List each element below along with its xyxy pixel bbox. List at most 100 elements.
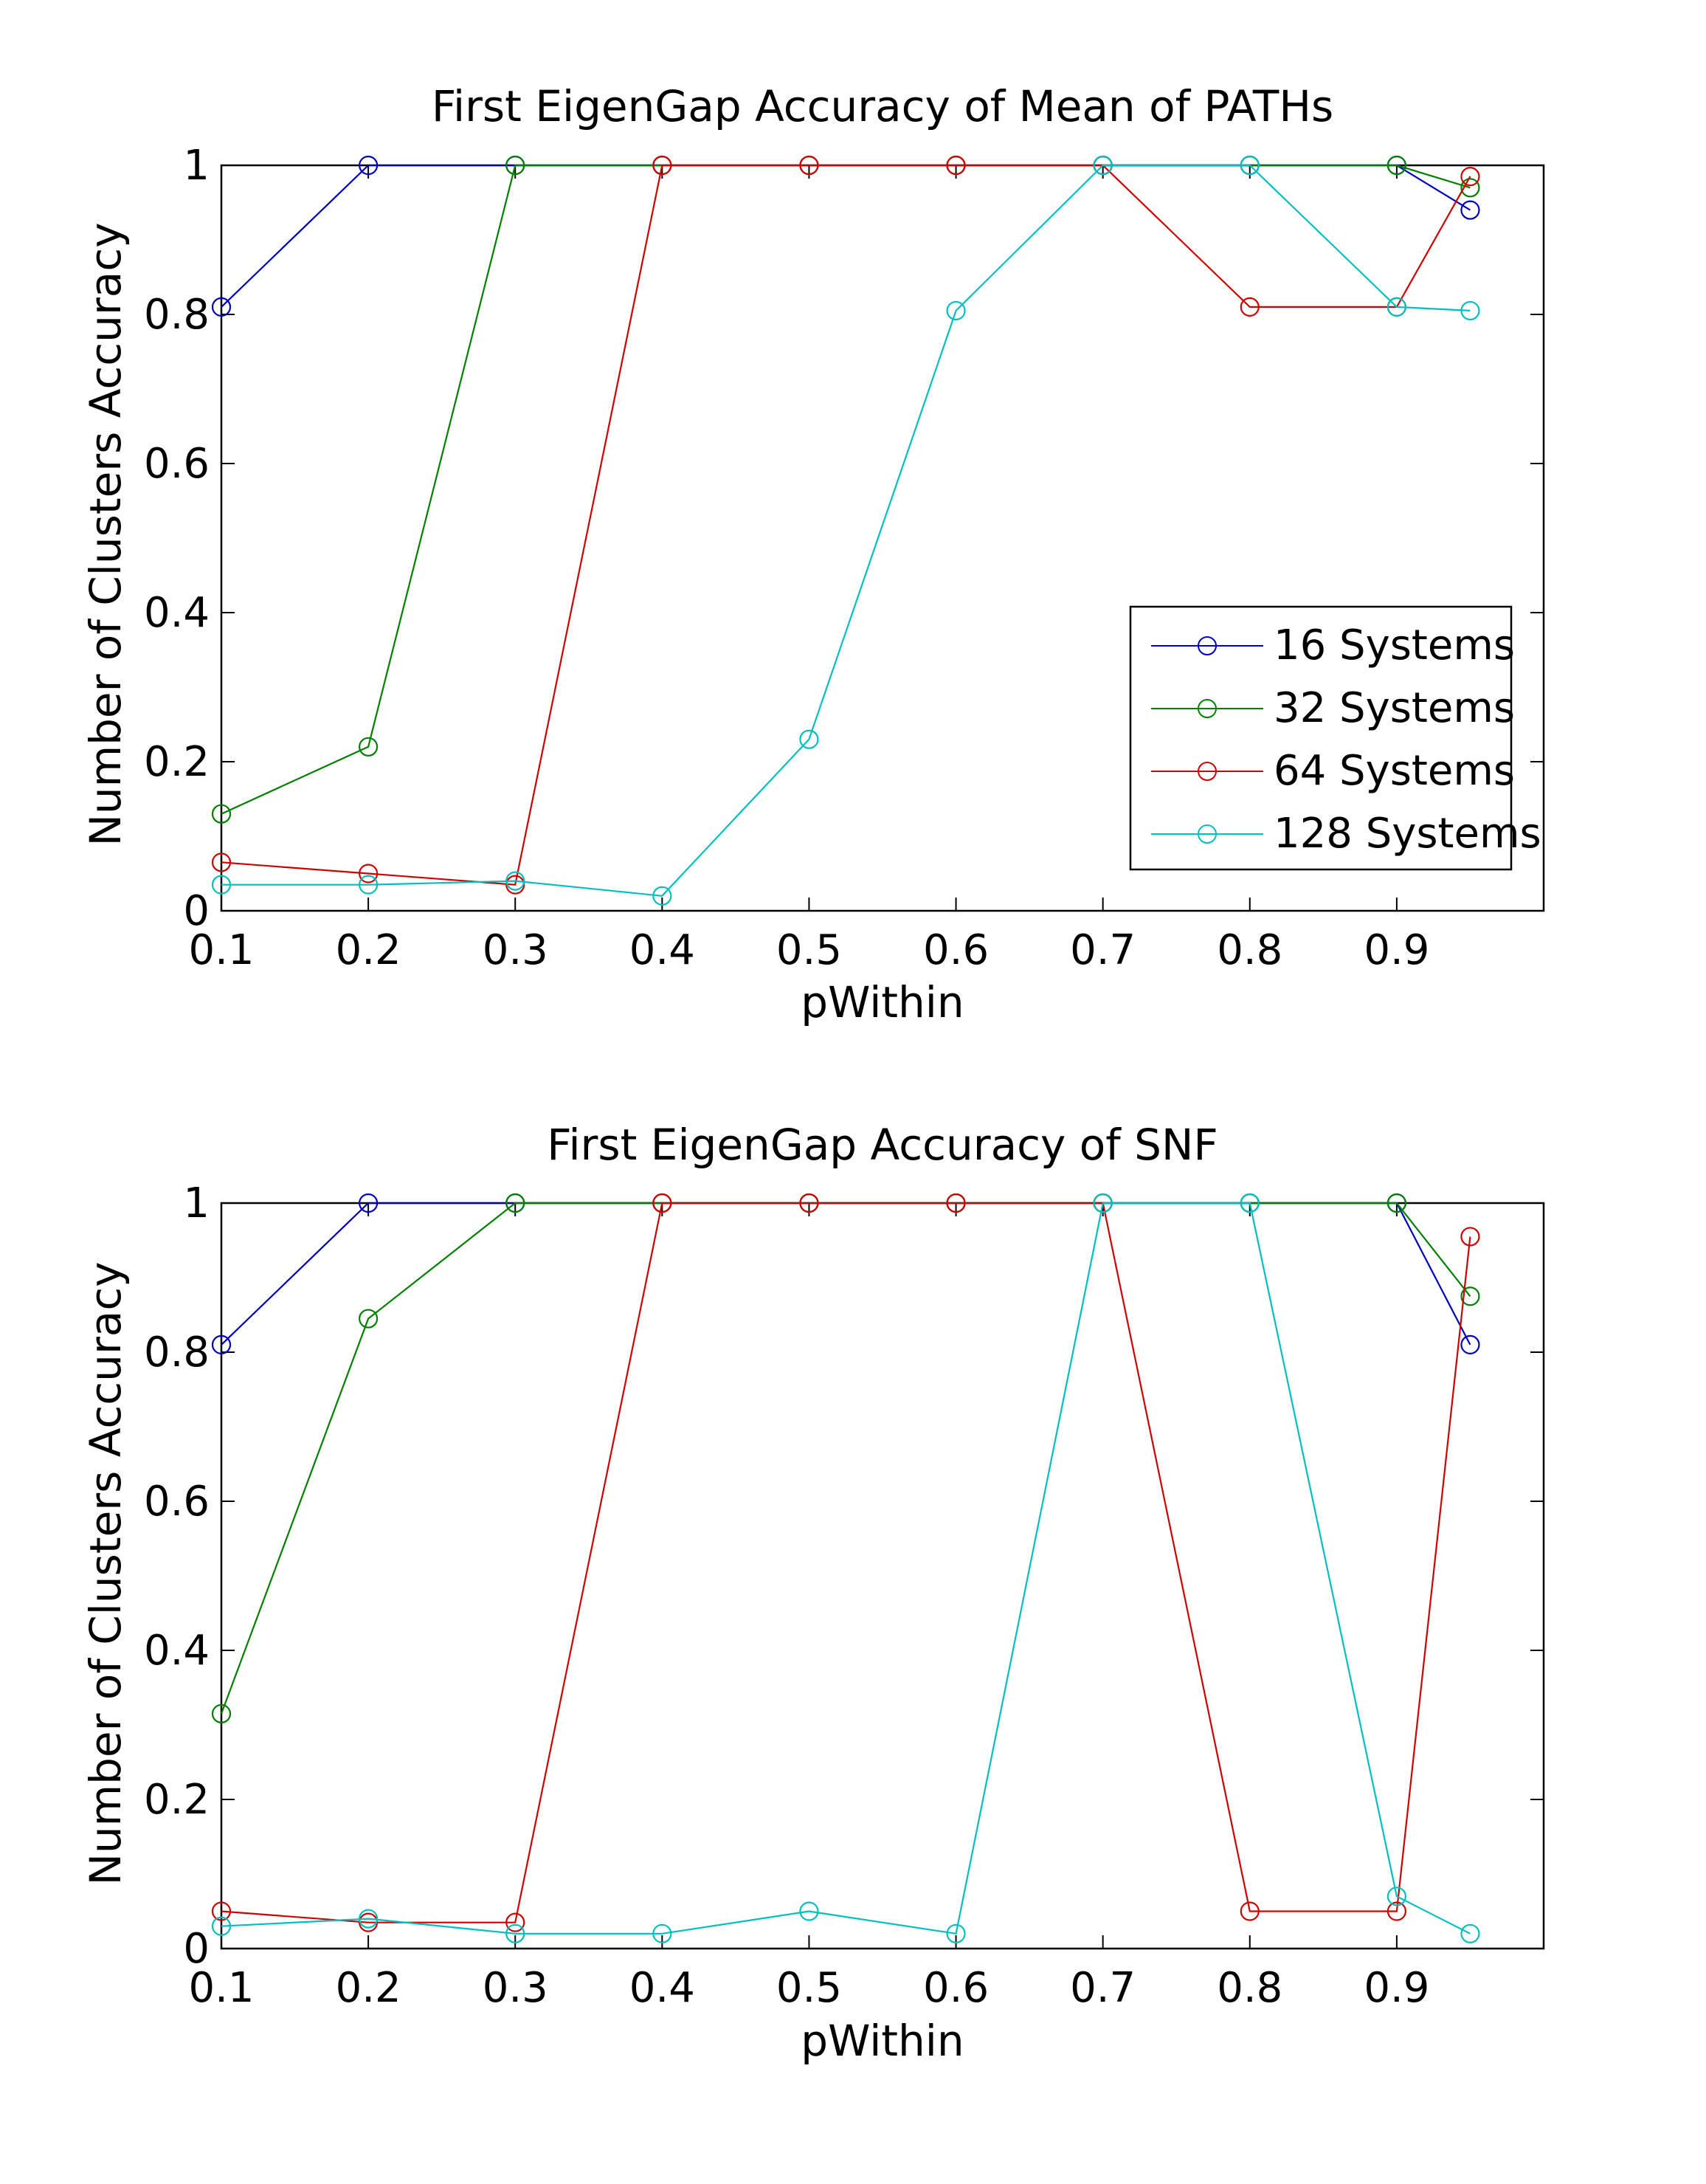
data-point (359, 155, 379, 176)
y-tick-label: 0.4 (144, 1627, 210, 1675)
data-point (1460, 1923, 1480, 1943)
x-tick-label: 0.1 (188, 926, 254, 974)
legend-item-16-systems: 16 Systems (1151, 621, 1515, 669)
y-tick-label: 0.4 (144, 589, 210, 637)
y-tick-label: 1 (183, 142, 210, 190)
legend-label: 128 Systems (1274, 810, 1541, 858)
series-line (221, 1202, 1471, 1935)
legend-marker (1198, 699, 1217, 718)
data-point (1460, 1334, 1480, 1355)
y-tick-label: 0.8 (144, 291, 210, 339)
plot-series (211, 1193, 1480, 1943)
plot-series (211, 155, 1480, 906)
data-point (1460, 1227, 1480, 1247)
legend-marker (1198, 824, 1217, 844)
data-point (946, 155, 966, 176)
x-tick-label: 0.2 (336, 1964, 401, 2012)
data-point (652, 886, 672, 906)
data-point (1093, 155, 1113, 176)
legend-label: 64 Systems (1274, 747, 1515, 795)
y-tick-label: 0.8 (144, 1329, 210, 1377)
data-point (1240, 155, 1260, 176)
legend-item-32-systems: 32 Systems (1151, 684, 1515, 732)
x-tick-label: 0.7 (1070, 1964, 1136, 2012)
data-point (1240, 297, 1260, 317)
chart-title: First EigenGap Accuracy of SNF (547, 1120, 1218, 1170)
y-tick-label: 0.6 (144, 1478, 210, 1526)
data-point (1386, 297, 1406, 317)
data-point (799, 729, 819, 749)
data-point (652, 1193, 672, 1213)
legend-item-64-systems: 64 Systems (1151, 747, 1515, 795)
x-tick-label: 0.5 (776, 1964, 842, 2012)
data-point (799, 1901, 819, 1921)
data-point (359, 737, 379, 757)
x-tick-label: 0.6 (923, 1964, 989, 2012)
y-tick-label: 0.2 (144, 1776, 210, 1824)
chart-snf: First EigenGap Accuracy of SNF Number of… (80, 1120, 1545, 2066)
data-point (505, 1923, 525, 1943)
data-point (652, 1923, 672, 1943)
legend-label: 16 Systems (1274, 621, 1515, 669)
data-point (359, 864, 379, 883)
data-point (505, 155, 525, 176)
x-axis-label: pWithin (801, 2016, 964, 2066)
data-point (211, 1916, 232, 1936)
data-point (505, 871, 525, 891)
data-point (211, 875, 232, 895)
data-point (211, 1704, 232, 1723)
x-tick-label: 0.7 (1070, 926, 1136, 974)
x-tick-label: 0.8 (1217, 1964, 1282, 2012)
legend-marker (1198, 762, 1217, 781)
data-point (211, 297, 232, 317)
data-point (1460, 300, 1480, 321)
data-point (211, 852, 232, 872)
x-axis-ticks: 0.1 0.2 0.3 0.4 0.5 0.6 0.7 0.8 0.9 (188, 1203, 1429, 2012)
data-point (359, 1909, 379, 1929)
x-axis-label: pWithin (801, 977, 964, 1027)
legend-box (1129, 605, 1513, 871)
x-tick-label: 0.9 (1364, 1964, 1429, 2012)
legend: 16 Systems 32 Systems 64 Systems 128 Sys… (1129, 605, 1541, 871)
chart-title: First EigenGap Accuracy of Mean of PATHs (432, 81, 1333, 131)
y-axis-ticks: 0 0.2 0.4 0.6 0.8 1 (144, 142, 1544, 935)
data-point (1386, 1193, 1406, 1213)
series-128-systems (211, 1193, 1480, 1943)
x-tick-label: 0.5 (776, 926, 842, 974)
data-point (946, 300, 966, 321)
series-128-systems (211, 155, 1480, 906)
x-tick-label: 0.6 (923, 926, 989, 974)
data-point (799, 155, 819, 176)
legend-label: 32 Systems (1274, 684, 1515, 732)
data-point (505, 1193, 525, 1213)
data-point (211, 1901, 232, 1921)
y-tick-label: 0.2 (144, 738, 210, 786)
data-point (211, 804, 232, 824)
data-point (946, 1923, 966, 1943)
x-tick-label: 0.4 (629, 926, 695, 974)
chart-mean-of-paths: First EigenGap Accuracy of Mean of PATHs… (80, 81, 1545, 1027)
data-point (1240, 1901, 1260, 1921)
data-point (1386, 1901, 1406, 1921)
data-point (946, 1193, 966, 1213)
y-axis-label: Number of Clusters Accuracy (80, 1261, 131, 1885)
data-point (1460, 167, 1480, 187)
legend-item-128-systems: 128 Systems (1151, 810, 1541, 858)
x-tick-label: 0.9 (1364, 926, 1429, 974)
series-line (221, 164, 1471, 897)
x-tick-label: 0.3 (483, 1964, 548, 2012)
y-axis-ticks: 0 0.2 0.4 0.6 0.8 1 (144, 1179, 1544, 1973)
x-axis-ticks: 0.1 0.2 0.3 0.4 0.5 0.6 0.7 0.8 0.9 (188, 165, 1429, 974)
data-point (1460, 1286, 1480, 1306)
data-point (1240, 1193, 1260, 1213)
y-tick-label: 0 (183, 887, 210, 935)
x-tick-label: 0.8 (1217, 926, 1282, 974)
data-point (359, 875, 379, 895)
series-64-systems (211, 1193, 1480, 1932)
x-tick-label: 0.4 (629, 1964, 695, 2012)
x-tick-label: 0.1 (188, 1964, 254, 2012)
series-line (221, 164, 1471, 886)
data-point (799, 1193, 819, 1213)
y-tick-label: 0 (183, 1925, 210, 1973)
